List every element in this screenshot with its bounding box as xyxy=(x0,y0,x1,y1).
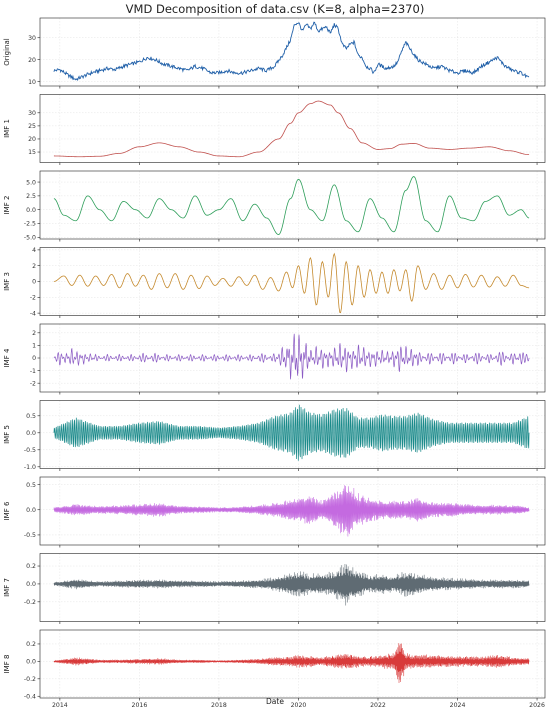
xtick-label-2020: 2020 xyxy=(291,702,307,709)
imf-6-series-line xyxy=(53,485,530,537)
imf-7-ylabel: IMF 7 xyxy=(3,578,11,597)
xtick-label-2024: 2024 xyxy=(450,702,466,709)
imf-6-ylabel: IMF 6 xyxy=(3,501,11,520)
imf-6-ytick-label: -0.5 xyxy=(24,532,36,539)
xtick-label-2018: 2018 xyxy=(211,702,227,709)
imf-2-panel-frame xyxy=(39,170,546,240)
xtick-label-2026: 2026 xyxy=(529,702,545,709)
imf-1-ytick-label: 25 xyxy=(28,123,36,130)
imf-8-ytick-label: -0.4 xyxy=(24,693,36,700)
imf-8-ytick-label: 0.2 xyxy=(26,641,36,648)
imf-1-ylabel: IMF 1 xyxy=(3,119,11,138)
imf-6-ytick-label: 0.0 xyxy=(26,507,36,514)
imf-3-ytick-label: -2 xyxy=(30,295,36,302)
imf-8-panel-frame xyxy=(39,629,546,699)
imf-4-ytick-label: 1 xyxy=(32,343,36,350)
imf-5-ytick-label: 0.5 xyxy=(26,413,36,420)
original-ytick-label: 20 xyxy=(28,57,36,64)
imf-7-panel-frame xyxy=(39,553,546,622)
imf-3-ytick-label: -4 xyxy=(30,310,36,317)
xtick-label-2016: 2016 xyxy=(132,702,148,709)
imf-7-ytick-label: -0.2 xyxy=(24,599,36,606)
imf-1-series-line xyxy=(53,100,530,158)
imf-2-ytick-label: 2.5 xyxy=(26,193,36,200)
original-ytick-label: 10 xyxy=(28,79,36,86)
original-series-line xyxy=(53,21,530,82)
imf-2-series-line xyxy=(53,176,530,235)
imf-3-ylabel: IMF 3 xyxy=(3,272,11,291)
imf-3-ytick-label: 4 xyxy=(32,247,36,254)
imf-1-ytick-label: 15 xyxy=(28,149,36,156)
imf-5-series-line xyxy=(53,404,530,461)
chart-title: VMD Decomposition of data.csv (K=8, alph… xyxy=(125,2,425,16)
imf-7-ytick-label: 0.0 xyxy=(26,581,36,588)
imf-5-panel-frame xyxy=(39,400,546,469)
imf-1-ytick-label: 30 xyxy=(28,110,36,117)
imf-4-panel-frame xyxy=(39,323,546,393)
imf-8-series-line xyxy=(53,643,530,684)
imf-8-ytick-label: -0.2 xyxy=(24,676,36,683)
imf-6-panel-frame xyxy=(39,476,546,546)
x-axis-label: Date xyxy=(266,697,284,706)
imf-4-ytick-label: -1 xyxy=(30,368,36,375)
imf-4-series-line xyxy=(53,333,530,380)
imf-2-ytick-label: 0.0 xyxy=(26,207,36,214)
imf-4-ytick-label: 2 xyxy=(32,330,36,337)
imf-5-ytick-label: -0.5 xyxy=(24,447,36,454)
imf-2-ytick-label: -5.0 xyxy=(24,235,36,242)
imf-8-ylabel: IMF 8 xyxy=(3,655,11,674)
imf-4-ylabel: IMF 4 xyxy=(3,348,11,367)
imf-6-ytick-label: 0.5 xyxy=(26,482,36,489)
imf-7-ytick-label: 0.2 xyxy=(26,563,36,570)
imf-3-panel-frame xyxy=(39,247,546,316)
imf-1-ytick-label: 20 xyxy=(28,136,36,143)
imf-2-ylabel: IMF 2 xyxy=(3,196,11,215)
imf-3-ytick-label: 0 xyxy=(32,279,36,286)
imf-3-ytick-label: 2 xyxy=(32,263,36,270)
original-panel-frame xyxy=(39,17,546,87)
imf-4-ytick-label: 0 xyxy=(32,355,36,362)
original-ytick-label: 30 xyxy=(28,35,36,42)
imf-1-panel-frame xyxy=(39,94,546,163)
xtick-label-2022: 2022 xyxy=(370,702,386,709)
imf-2-ytick-label: -2.5 xyxy=(24,221,36,228)
original-ylabel: Original xyxy=(3,38,11,65)
imf-5-ytick-label: 0.0 xyxy=(26,430,36,437)
imf-2-ytick-label: 5.0 xyxy=(26,179,36,186)
xtick-label-2014: 2014 xyxy=(52,702,68,709)
imf-3-series-line xyxy=(53,252,530,314)
imf-4-ytick-label: -2 xyxy=(30,380,36,387)
imf-8-ytick-label: 0.0 xyxy=(26,659,36,666)
imf-5-ytick-label: -1.0 xyxy=(24,464,36,471)
imf-5-ylabel: IMF 5 xyxy=(3,425,11,444)
imf-7-series-line xyxy=(53,564,530,606)
